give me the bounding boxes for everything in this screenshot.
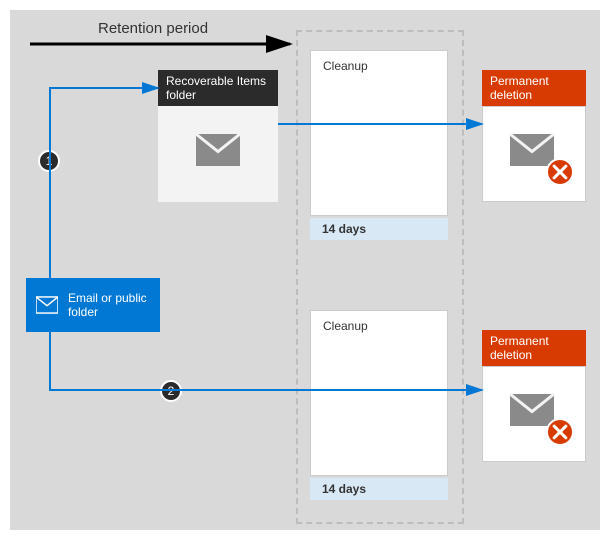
cleanup-label-2: Cleanup [323, 319, 368, 333]
mail-icon [36, 294, 58, 316]
permanent-deletion-label-1: Permanent deletion [490, 74, 578, 102]
email-source-node: Email or public folder [26, 278, 160, 332]
retention-period-label: Retention period [98, 20, 208, 37]
recoverable-items-header: Recoverable Items folder [158, 70, 278, 106]
recoverable-items-label: Recoverable Items folder [166, 74, 270, 102]
permanent-deletion-header-1: Permanent deletion [482, 70, 586, 106]
permanent-deletion-header-2: Permanent deletion [482, 330, 586, 366]
permanent-deletion-label-2: Permanent deletion [490, 334, 578, 362]
recoverable-items-card [158, 106, 278, 202]
cleanup-box-1: Cleanup [310, 50, 448, 216]
step-badge-2: 2 [160, 380, 182, 402]
cleanup-duration-label-2: 14 days [322, 482, 366, 496]
cleanup-duration-1: 14 days [310, 218, 448, 240]
email-source-label: Email or public folder [68, 291, 150, 319]
step-badge-1-label: 1 [46, 154, 53, 168]
cleanup-box-2: Cleanup [310, 310, 448, 476]
cleanup-duration-2: 14 days [310, 478, 448, 500]
permanent-deletion-card-1 [482, 106, 586, 202]
cleanup-duration-label-1: 14 days [322, 222, 366, 236]
permanent-deletion-card-2 [482, 366, 586, 462]
diagram-canvas: Retention period Recoverable Items folde… [0, 0, 611, 540]
step-badge-2-label: 2 [168, 384, 175, 398]
step-badge-1: 1 [38, 150, 60, 172]
cleanup-label-1: Cleanup [323, 59, 368, 73]
